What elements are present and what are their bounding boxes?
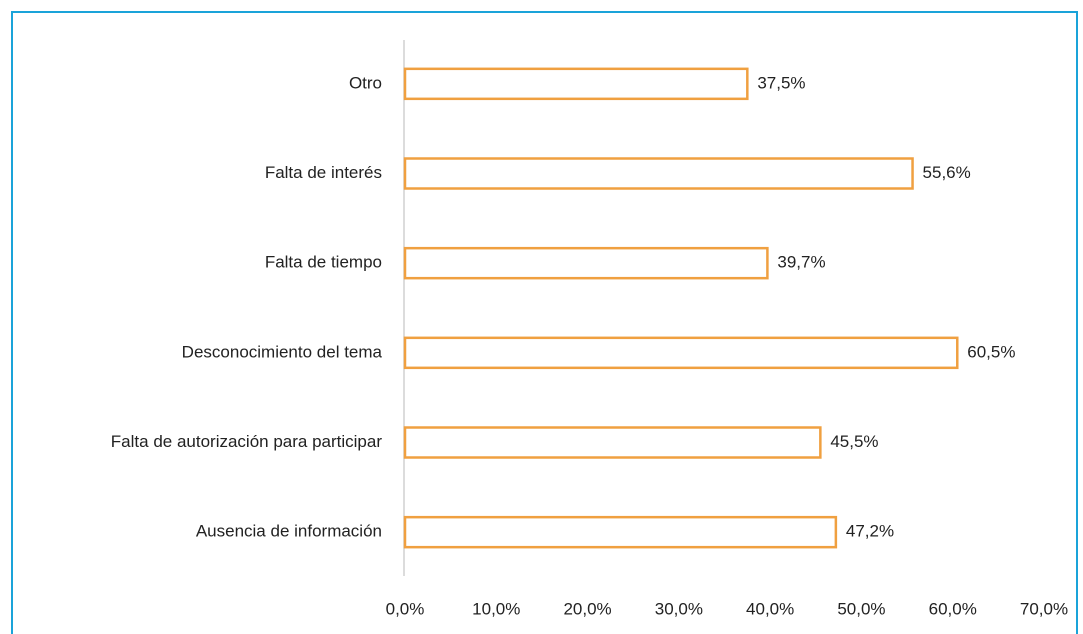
bar: [403, 336, 959, 370]
x-tick-label: 10,0%: [472, 599, 520, 618]
data-label: 37,5%: [757, 73, 805, 92]
x-tick-label: 50,0%: [837, 599, 885, 618]
data-label: 47,2%: [846, 522, 894, 541]
y-tick-label: Falta de interés: [265, 163, 382, 182]
bar: [403, 67, 749, 101]
x-tick-label: 30,0%: [655, 599, 703, 618]
bar: [403, 246, 769, 280]
bar: [403, 157, 914, 190]
x-tick-label: 40,0%: [746, 599, 794, 618]
y-tick-label: Ausencia de información: [196, 522, 382, 541]
y-tick-label: Otro: [349, 73, 382, 92]
x-tick-label: 20,0%: [563, 599, 611, 618]
bar: [403, 426, 822, 459]
x-tick-label: 60,0%: [929, 599, 977, 618]
x-tick-label: 70,0%: [1020, 599, 1068, 618]
data-label: 39,7%: [777, 253, 825, 272]
data-label: 45,5%: [830, 432, 878, 451]
bar: [403, 515, 838, 549]
data-label: 60,5%: [967, 342, 1015, 361]
y-tick-label: Falta de autorización para participar: [111, 432, 383, 451]
x-tick-label: 0,0%: [386, 599, 425, 618]
y-tick-label: Desconocimiento del tema: [182, 342, 383, 361]
y-tick-label: Falta de tiempo: [265, 253, 382, 272]
data-label: 55,6%: [923, 163, 971, 182]
